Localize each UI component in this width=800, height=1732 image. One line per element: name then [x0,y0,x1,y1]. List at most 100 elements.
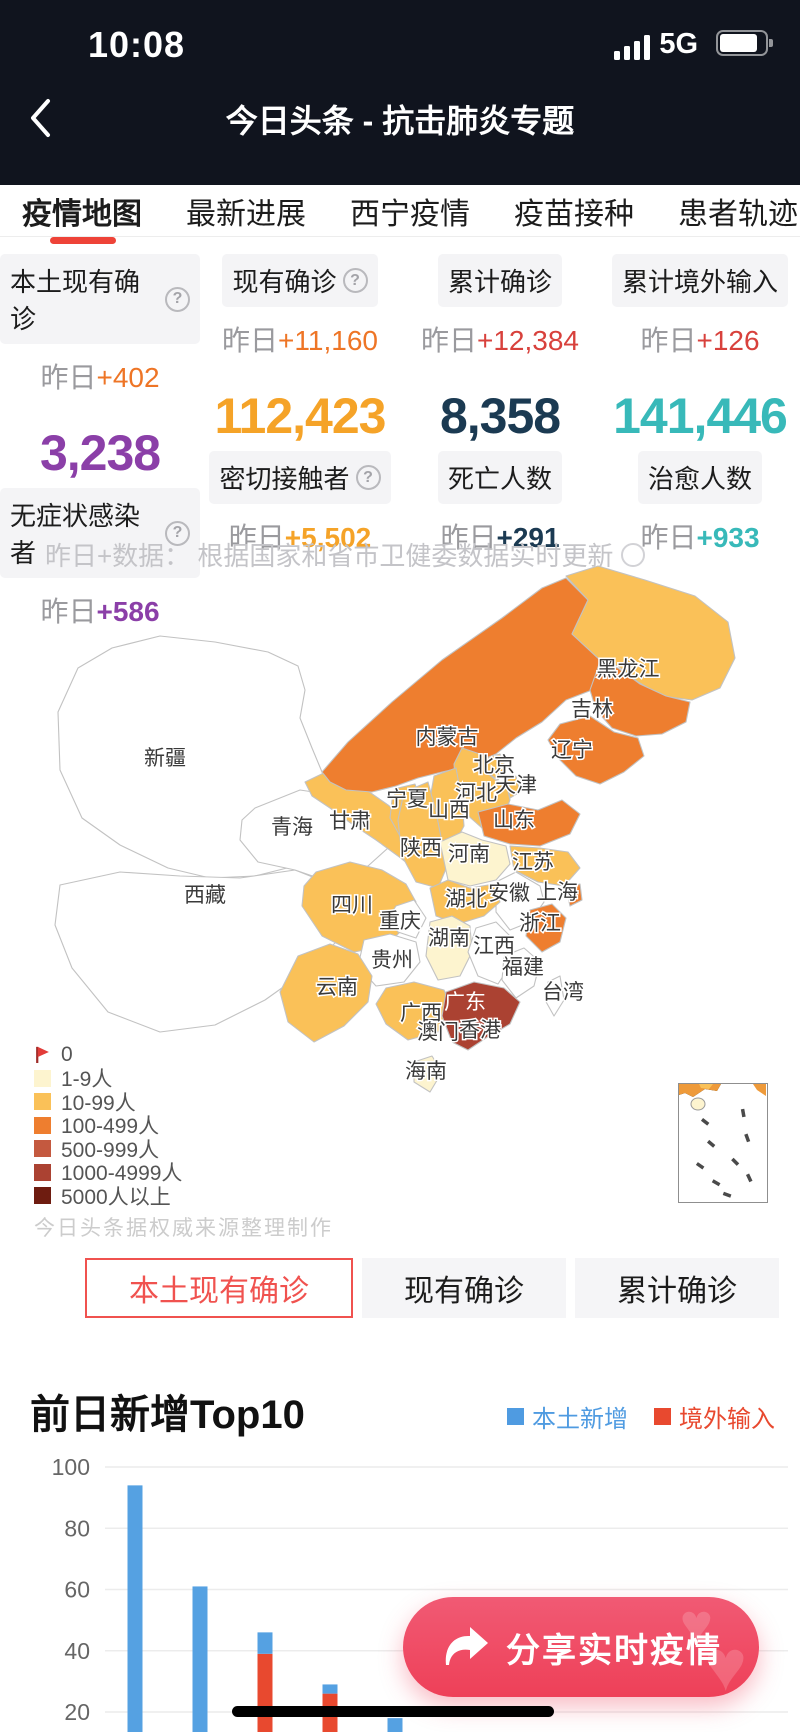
bar-local [387,1718,403,1732]
y-axis-tick: 20 [64,1699,90,1725]
map-legend: 0 1-9人 10-99人 100-499人 500-999人 1000-4999人 500… [34,1043,182,1209]
stat-label: 累计确诊 [437,254,562,307]
y-axis-tick: 100 [52,1454,90,1480]
help-icon[interactable]: ? [355,465,381,490]
stat-value: 112,423 [214,388,387,444]
tab-患者轨迹[interactable]: 患者轨迹 [678,197,798,231]
bar-local [192,1586,208,1732]
legend-row: 5000人以上 [34,1184,182,1209]
bar-local [257,1632,273,1654]
map-province-label: 甘肃 [329,810,371,833]
map-province-label: 贵州 [371,949,413,972]
map-province-辽宁[interactable] [547,715,645,785]
map-province-label: 河南 [448,843,490,866]
home-indicator[interactable] [232,1706,554,1717]
map-province-label: 香港 [459,1019,501,1042]
map-province-内蒙古[interactable] [321,577,601,793]
signal-bars-icon [614,34,650,60]
tab-最新进展[interactable]: 最新进展 [186,197,306,231]
stat-label: 死亡人数 [437,451,562,504]
map-province-label: 湖北 [445,888,487,911]
tab-bar: 疫情地图 最新进展 西宁疫情 疫苗接种 患者轨迹 [0,185,800,237]
map-province-黑龙江[interactable] [565,565,736,701]
share-arrow-icon [445,1627,488,1665]
legend-row: 10-99人 [34,1090,182,1115]
map-province-label: 四川 [331,894,373,917]
map-province-福建[interactable] [501,947,541,999]
active-tab-indicator [50,237,116,244]
map-province-label: 辽宁 [551,739,593,762]
help-icon[interactable]: ? [165,286,190,312]
map-province-label: 吉林 [571,698,613,721]
chart-legend-item: 本土新增 [507,1399,628,1434]
map-province-广西[interactable] [375,981,453,1041]
south-china-sea-inset [678,1083,768,1203]
stat-value: 3,238 [39,425,161,481]
map-attribution: 今日头条据权威来源整理制作 [34,1217,333,1240]
bar-imported [257,1653,273,1732]
legend-row: 1-9人 [34,1067,182,1091]
chart-legend: 本土新增 境外输入 [507,1399,775,1434]
stat-column: 现有确诊? 昨日+11,160 112,423 密切接触者? 昨日+5,502 [200,248,400,630]
chart-title: 前日新增Top10 [30,1393,305,1437]
map-province-label: 江苏 [512,851,554,874]
map-province-广东[interactable] [441,981,521,1051]
map-province-label: 山东 [493,809,535,832]
map-province-台湾[interactable] [544,975,565,1017]
legend-row: 100-499人 [34,1114,182,1138]
y-axis-tick: 60 [64,1577,90,1603]
help-icon[interactable]: ? [342,268,368,293]
map-province-label: 北京 [473,754,515,777]
map-province-label: 广西 [400,1002,442,1025]
stat-label: 无症状感染者? [0,488,200,578]
legend-row: 500-999人 [34,1137,182,1162]
map-province-湖南[interactable] [425,915,473,981]
map-province-海南[interactable] [413,1055,443,1093]
status-bar: 10:08 5G [0,0,800,70]
stat-value: 141,446 [613,388,788,444]
tab-疫情地图[interactable]: 疫情地图 [22,197,142,231]
map-province-label: 福建 [502,956,544,979]
network-type-label: 5G [659,28,698,60]
help-icon[interactable]: ? [165,520,190,546]
map-metric-button-本土现有确诊[interactable]: 本土现有确诊 [85,1258,353,1318]
stat-label: 累计境外输入 [611,254,788,307]
stats-panel: 本土现有确诊? 昨日+402 3,238 无症状感染者? 昨日+586 现有确诊? 昨日+1… [0,248,800,630]
map-province-云南[interactable] [279,943,373,1043]
map-province-河南[interactable] [439,831,511,887]
map-province-label: 澳门 [417,1021,459,1044]
map-province-吉林[interactable] [589,661,691,737]
back-icon[interactable] [26,96,56,140]
map-province-label: 河北 [455,782,497,805]
map-province-山东[interactable] [477,799,581,847]
china-epidemic-map: 新疆 西藏 青海 甘肃 宁夏 内蒙古 黑龙江 吉林 辽宁 北京 天津 河北 山西 山东 陕西 河南 江苏 安徽 上海… [0,560,800,1250]
map-province-label: 新疆 [144,747,186,770]
nav-bar: 今日头条 - 抗击肺炎专题 [0,88,800,148]
help-icon[interactable] [621,542,646,567]
y-axis-tick: 40 [64,1638,90,1664]
map-province-label: 云南 [316,976,358,999]
data-source-note: 昨日+数据： 根据国家和省市卫健委数据实时更新 [45,536,646,573]
battery-icon [716,30,773,56]
map-province-label: 上海 [536,881,578,904]
share-button[interactable]: ♥ ♥ 分享实时疫情 [403,1597,759,1697]
tab-疫苗接种[interactable]: 疫苗接种 [514,197,634,231]
y-axis-tick: 80 [64,1515,90,1541]
map-province-label: 西藏 [184,884,226,907]
stat-delta: 昨日+11,160 [222,325,378,356]
legend-row: 0 [34,1043,182,1067]
map-province-重庆[interactable] [387,899,427,939]
map-province-label: 湖南 [428,927,470,950]
map-province-江苏[interactable] [509,845,581,887]
tab-西宁疫情[interactable]: 西宁疫情 [350,197,470,231]
map-metric-button-累计确诊[interactable]: 累计确诊 [575,1258,779,1318]
heart-decoration-icon: ♥ [679,1597,713,1655]
map-metric-button-现有确诊[interactable]: 现有确诊 [362,1258,566,1318]
map-province-浙江[interactable] [525,903,567,953]
map-province-上海[interactable] [565,883,583,907]
map-metric-buttons: 本土现有确诊 现有确诊 累计确诊 [85,1258,779,1318]
map-province-陕西[interactable] [397,781,449,889]
map-province-label: 黑龙江 [597,658,660,681]
